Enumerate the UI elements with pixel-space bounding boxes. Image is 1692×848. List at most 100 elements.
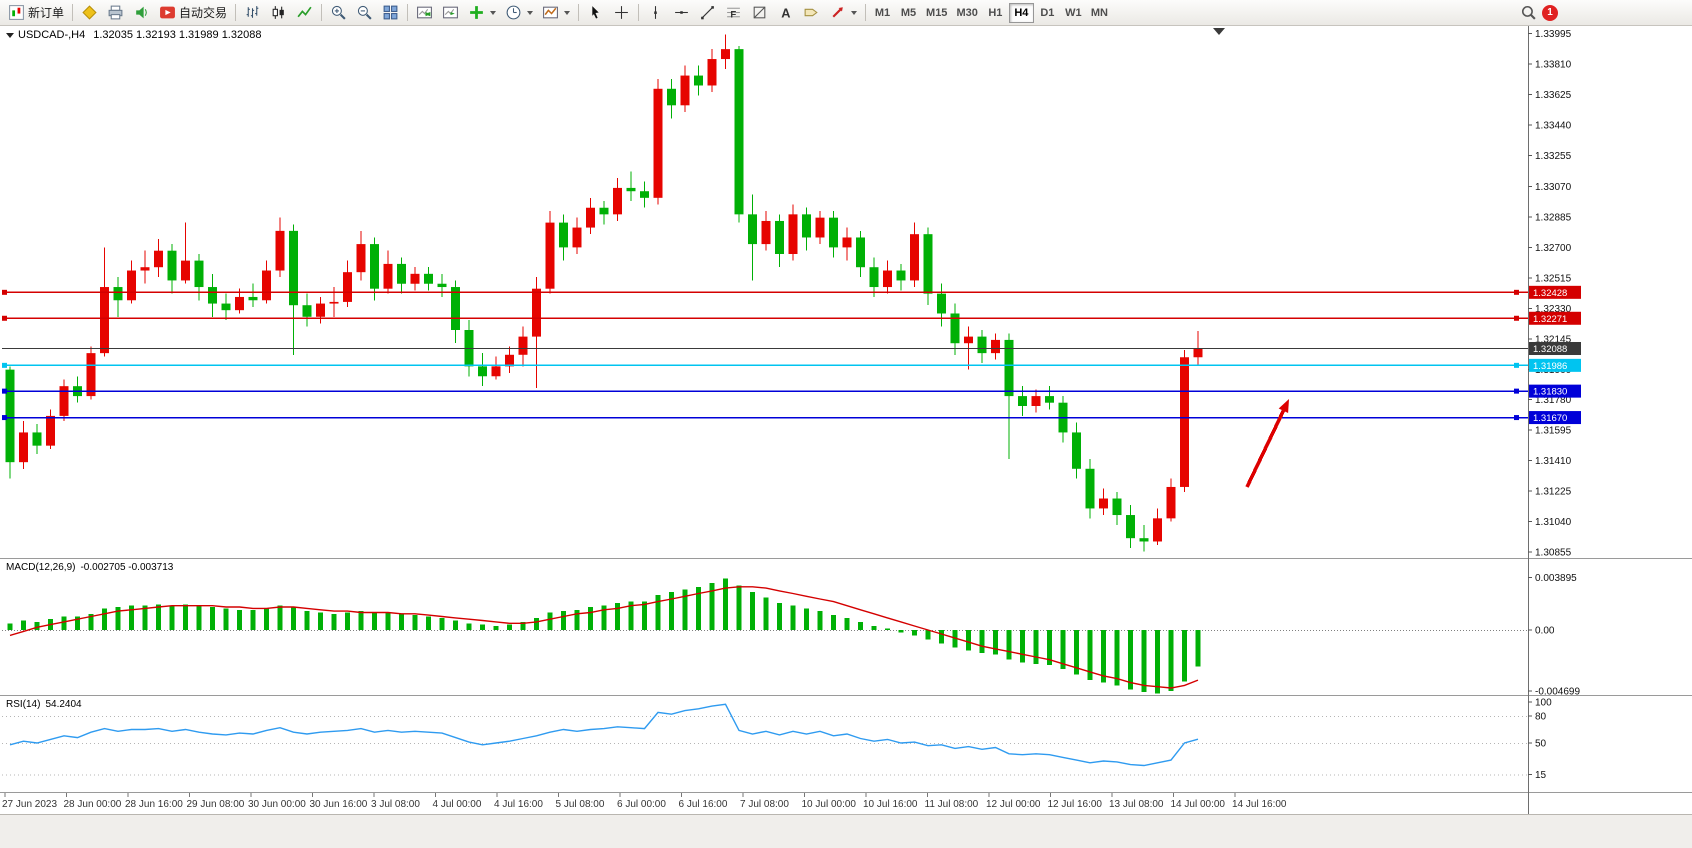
svg-text:14 Jul 16:00: 14 Jul 16:00 — [1232, 799, 1287, 810]
tile-windows-button[interactable] — [378, 2, 403, 24]
svg-text:13 Jul 08:00: 13 Jul 08:00 — [1109, 799, 1164, 810]
text-button[interactable]: A — [773, 2, 798, 24]
timeframe-button-h1[interactable]: H1 — [988, 6, 1003, 19]
macd-name: MACD(12,26,9) — [6, 562, 76, 573]
market-watch-icon — [82, 5, 97, 20]
rsi-header: RSI(14) 54.2404 — [6, 699, 82, 710]
svg-text:1.31225: 1.31225 — [1535, 487, 1572, 498]
timeframe-button-d1[interactable]: D1 — [1040, 6, 1055, 19]
svg-text:1.32330: 1.32330 — [1535, 304, 1572, 315]
svg-text:1.30855: 1.30855 — [1535, 548, 1572, 559]
chart-shift-marker — [1213, 28, 1225, 35]
auto-trading-button[interactable]: 自动交易 — [155, 2, 231, 24]
market-watch-button[interactable] — [77, 2, 102, 24]
notification-badge[interactable]: 1 — [1542, 4, 1558, 21]
indicators-button[interactable] — [464, 2, 500, 24]
toolbar-separator — [72, 4, 74, 21]
annotation-arrow — [1245, 399, 1289, 488]
trendline-icon — [701, 6, 714, 20]
svg-text:1.32885: 1.32885 — [1535, 212, 1572, 223]
auto-trading-icon — [160, 6, 175, 19]
svg-text:1.32515: 1.32515 — [1535, 273, 1572, 284]
timeframe-button-m15[interactable]: M15 — [926, 6, 948, 19]
fibonacci-button[interactable]: F — [721, 2, 746, 24]
search-button[interactable] — [1516, 2, 1541, 24]
shapes-button[interactable] — [747, 2, 772, 24]
print-button[interactable] — [103, 2, 128, 24]
svg-text:28 Jun 00:00: 28 Jun 00:00 — [64, 799, 122, 810]
svg-text:1.33070: 1.33070 — [1535, 182, 1572, 193]
status-strip — [0, 815, 1692, 848]
bar-chart-button[interactable] — [240, 2, 265, 24]
chart-header: USDCAD-,H4 1.32035 1.32193 1.31989 1.3208… — [6, 29, 261, 41]
svg-text:3 Jul 08:00: 3 Jul 08:00 — [371, 799, 420, 810]
collapse-icon[interactable] — [6, 32, 14, 38]
timeframe-button-m30[interactable]: M30 — [956, 6, 978, 19]
vertical-line-icon — [654, 6, 657, 19]
cursor-icon — [592, 6, 599, 19]
svg-text:1.32145: 1.32145 — [1535, 335, 1572, 346]
horizontal-line-button[interactable] — [669, 2, 694, 24]
auto-trading-label: 自动交易 — [179, 6, 228, 20]
time-axis-layer: 27 Jun 2023 28 Jun 00:00 28 Jun 16:00 29 Ju… — [2, 793, 1287, 810]
macd-values: -0.002705 -0.003713 — [80, 562, 174, 573]
toolbar-separator — [321, 4, 323, 21]
timeframe-button-h4[interactable]: H4 — [1008, 2, 1034, 23]
templates-button[interactable] — [538, 2, 574, 24]
alerts-button[interactable] — [129, 2, 154, 24]
svg-text:1.33625: 1.33625 — [1535, 90, 1572, 101]
arrows-button[interactable] — [825, 2, 861, 24]
svg-text:0.003895: 0.003895 — [1535, 573, 1577, 584]
svg-text:10 Jul 00:00: 10 Jul 00:00 — [802, 799, 857, 810]
auto-scroll-button[interactable] — [412, 2, 437, 24]
svg-text:4 Jul 00:00: 4 Jul 00:00 — [433, 799, 482, 810]
main-toolbar: 新订单 自动交易 F A M1 — [0, 0, 1692, 26]
symbol-period-label: USDCAD-,H4 — [18, 29, 86, 41]
candlestick-chart-button[interactable] — [266, 2, 291, 24]
cursor-button[interactable] — [583, 2, 608, 24]
timeframe-button-mn[interactable]: MN — [1090, 6, 1108, 19]
svg-text:14 Jul 00:00: 14 Jul 00:00 — [1171, 799, 1226, 810]
vertical-line-button[interactable] — [643, 2, 668, 24]
svg-text:1.33255: 1.33255 — [1535, 151, 1572, 162]
periods-button[interactable] — [501, 2, 537, 24]
svg-text:29 Jun 08:00: 29 Jun 08:00 — [187, 799, 245, 810]
text-label-button[interactable] — [799, 2, 824, 24]
toolbar-separator — [407, 4, 409, 21]
candlestick-chart-icon — [272, 6, 284, 19]
horizontal-line-icon — [675, 11, 688, 14]
svg-text:0.00: 0.00 — [1535, 626, 1555, 637]
chart-shift-button[interactable] — [438, 2, 463, 24]
svg-text:12 Jul 00:00: 12 Jul 00:00 — [986, 799, 1041, 810]
svg-text:28 Jun 16:00: 28 Jun 16:00 — [125, 799, 183, 810]
search-icon — [1521, 5, 1536, 20]
svg-text:1.31410: 1.31410 — [1535, 456, 1572, 467]
chevron-down-icon — [851, 10, 858, 15]
crosshair-button[interactable] — [609, 2, 634, 24]
trendline-button[interactable] — [695, 2, 720, 24]
timeframe-button-w1[interactable]: W1 — [1065, 6, 1082, 19]
svg-text:50: 50 — [1535, 739, 1547, 750]
macd-header: MACD(12,26,9) -0.002705 -0.003713 — [6, 562, 173, 573]
crosshair-icon — [615, 6, 628, 19]
text-label-icon — [804, 8, 818, 17]
svg-text:6 Jul 00:00: 6 Jul 00:00 — [617, 799, 666, 810]
new-order-button[interactable]: 新订单 — [4, 2, 68, 24]
zoom-out-button[interactable] — [352, 2, 377, 24]
macd-layer: 0.003895 0.00 -0.004699 — [2, 573, 1580, 698]
svg-text:1.32700: 1.32700 — [1535, 243, 1572, 254]
arrow-tool-icon — [832, 7, 843, 18]
bar-chart-icon — [246, 6, 259, 18]
zoom-in-button[interactable] — [326, 2, 351, 24]
svg-text:80: 80 — [1535, 712, 1547, 723]
timeframe-button-m1[interactable]: M1 — [874, 6, 891, 19]
line-chart-button[interactable] — [292, 2, 317, 24]
timeframe-button-m5[interactable]: M5 — [900, 6, 917, 19]
speaker-icon — [136, 6, 147, 19]
svg-text:30 Jun 00:00: 30 Jun 00:00 — [248, 799, 306, 810]
ohlc-values: 1.32035 1.32193 1.31989 1.32088 — [93, 29, 262, 41]
chevron-down-icon — [527, 10, 534, 15]
text-icon: A — [781, 5, 790, 20]
